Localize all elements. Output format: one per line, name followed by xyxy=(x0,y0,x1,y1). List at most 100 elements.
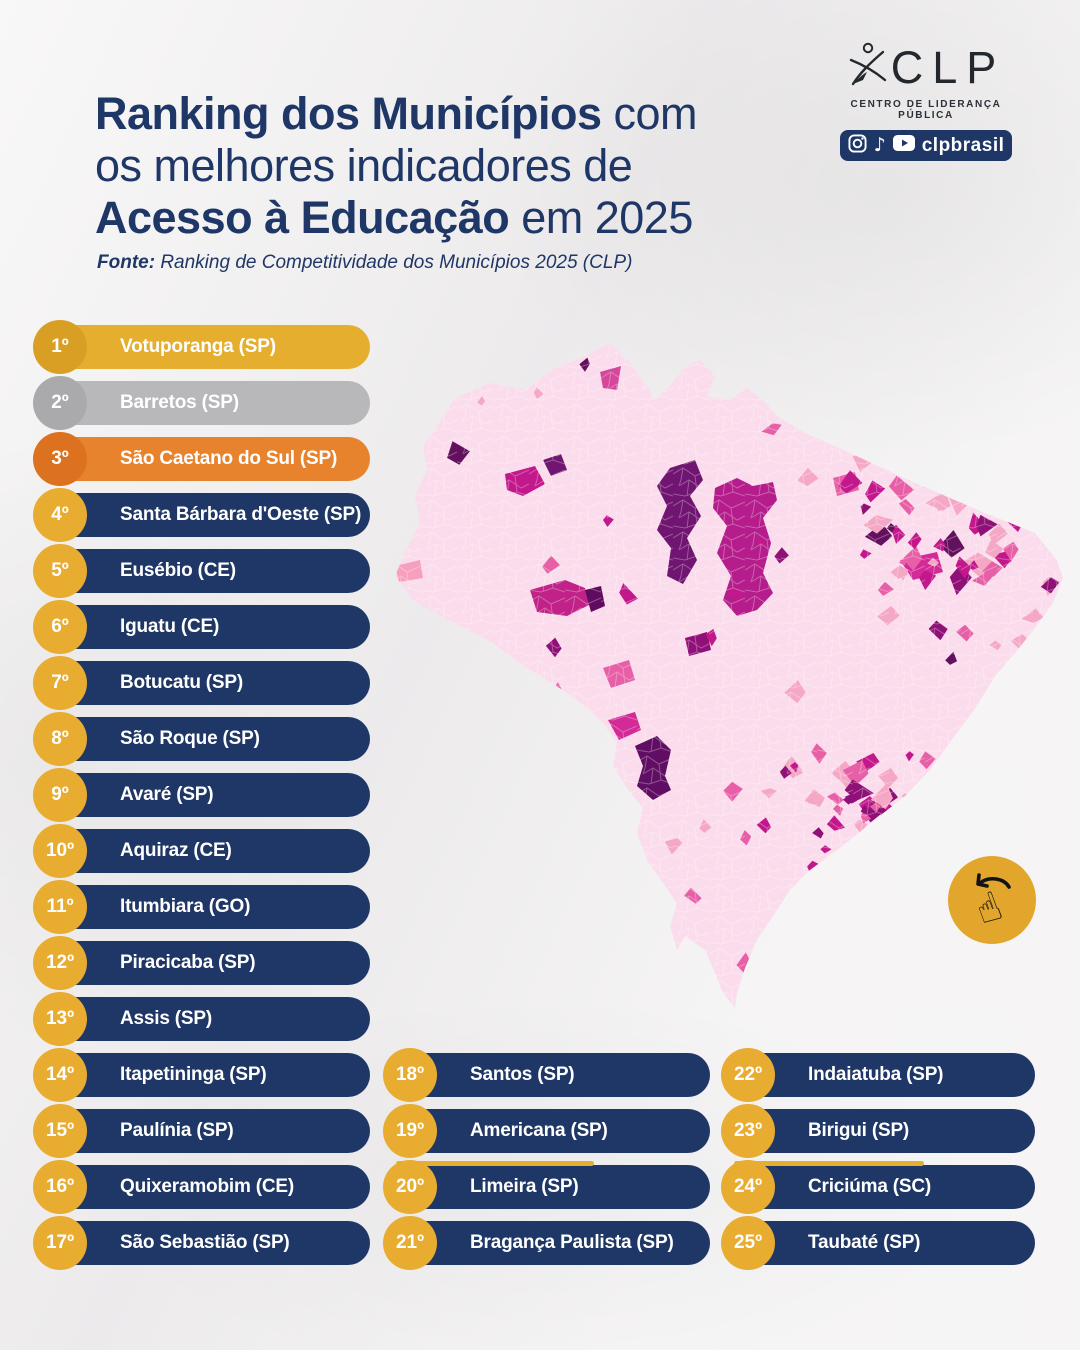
rank-badge: 9º xyxy=(33,768,87,822)
rank-position: 5º xyxy=(51,560,69,581)
rank-position: 19º xyxy=(395,1120,425,1141)
instagram-icon[interactable] xyxy=(848,133,867,158)
rank-position: 21º xyxy=(395,1232,425,1253)
rank-badge: 15º xyxy=(33,1104,87,1158)
ranking-item-8: 8º São Roque (SP) xyxy=(33,712,370,766)
title-line-1: Ranking dos Municípios com xyxy=(95,88,698,139)
municipality-name: Assis (SP) xyxy=(120,1008,212,1029)
rank-badge: 21º xyxy=(383,1216,437,1270)
municipality-name: Iguatu (CE) xyxy=(120,616,220,637)
municipality-name: Barretos (SP) xyxy=(120,392,239,413)
rank-badge: 5º xyxy=(33,544,87,598)
rank-position: 22º xyxy=(733,1064,763,1085)
rank-position: 1º xyxy=(51,336,69,357)
municipality-name: Aquiraz (CE) xyxy=(120,840,232,861)
rank-badge: 22º xyxy=(721,1048,775,1102)
page-title: Ranking dos Municípios com os melhores i… xyxy=(95,88,775,243)
youtube-icon[interactable] xyxy=(892,135,915,156)
source-note: Fonte: Ranking de Competitividade dos Mu… xyxy=(97,252,633,273)
ranking-column-2: 18º Santos (SP) 19º Americana (SP) 20º L… xyxy=(383,1048,710,1277)
rank-position: 10º xyxy=(45,840,75,861)
municipality-name: Itapetininga (SP) xyxy=(120,1064,267,1085)
municipality-name: Indaiatuba (SP) xyxy=(808,1064,944,1085)
rank-position: 20º xyxy=(395,1176,425,1197)
rank-position: 25º xyxy=(733,1232,763,1253)
ranking-item-10: 10º Aquiraz (CE) xyxy=(33,824,370,878)
social-handle-pill[interactable]: ♪ clpbrasil xyxy=(840,130,1012,161)
municipality-name: Santa Bárbara d'Oeste (SP) xyxy=(120,504,362,525)
ranking-item-9: 9º Avaré (SP) xyxy=(33,768,370,822)
rank-position: 13º xyxy=(45,1008,75,1029)
ranking-item-20: 20º Limeira (SP) xyxy=(383,1160,710,1214)
rank-position: 3º xyxy=(51,448,69,469)
municipality-name: Botucatu (SP) xyxy=(120,672,244,693)
municipality-name: Piracicaba (SP) xyxy=(120,952,256,973)
ranking-item-17: 17º São Sebastião (SP) xyxy=(33,1216,370,1270)
ranking-item-3: 3º São Caetano do Sul (SP) xyxy=(33,432,370,486)
rank-badge: 11º xyxy=(33,880,87,934)
swipe-hand-icon: ☝ xyxy=(970,873,1011,931)
rank-position: 2º xyxy=(51,392,69,413)
ranking-item-12: 12º Piracicaba (SP) xyxy=(33,936,370,990)
ranking-item-1: 1º Votuporanga (SP) xyxy=(33,320,370,374)
ranking-item-14: 14º Itapetininga (SP) xyxy=(33,1048,370,1102)
rank-badge: 16º xyxy=(33,1160,87,1214)
ranking-item-2: 2º Barretos (SP) xyxy=(33,376,370,430)
ranking-item-11: 11º Itumbiara (GO) xyxy=(33,880,370,934)
ranking-item-13: 13º Assis (SP) xyxy=(33,992,370,1046)
rank-badge: 12º xyxy=(33,936,87,990)
ranking-item-4: 4º Santa Bárbara d'Oeste (SP) xyxy=(33,488,370,542)
rank-position: 12º xyxy=(45,952,75,973)
ranking-item-22: 22º Indaiatuba (SP) xyxy=(721,1048,1035,1102)
rank-badge: 23º xyxy=(721,1104,775,1158)
rank-position: 15º xyxy=(45,1120,75,1141)
municipality-name: Birigui (SP) xyxy=(808,1120,910,1141)
ranking-item-5: 5º Eusébio (CE) xyxy=(33,544,370,598)
rank-position: 16º xyxy=(45,1176,75,1197)
municipality-name: Santos (SP) xyxy=(470,1064,575,1085)
rank-position: 23º xyxy=(733,1120,763,1141)
municipality-name: São Roque (SP) xyxy=(120,728,260,749)
rank-position: 24º xyxy=(733,1176,763,1197)
title-line-2: os melhores indicadores de xyxy=(95,139,633,191)
rank-badge: 1º xyxy=(33,320,87,374)
svg-text:☝: ☝ xyxy=(970,883,1009,931)
ranking-item-24: 24º Criciúma (SC) xyxy=(721,1160,1035,1214)
municipality-name: Itumbiara (GO) xyxy=(120,896,251,917)
ranking-item-25: 25º Taubaté (SP) xyxy=(721,1216,1035,1270)
ranking-item-21: 21º Bragança Paulista (SP) xyxy=(383,1216,710,1270)
rank-position: 17º xyxy=(45,1232,75,1253)
rank-position: 4º xyxy=(51,504,69,525)
rank-badge: 7º xyxy=(33,656,87,710)
rank-position: 18º xyxy=(395,1064,425,1085)
ranking-item-7: 7º Botucatu (SP) xyxy=(33,656,370,710)
clp-logo: CLP CENTRO DE LIDERANÇA PÚBLICA ♪ clpbra… xyxy=(832,40,1020,161)
rank-position: 9º xyxy=(51,784,69,805)
ranking-item-23: 23º Birigui (SP) xyxy=(721,1104,1035,1158)
rank-position: 14º xyxy=(45,1064,75,1085)
municipality-name: Americana (SP) xyxy=(470,1120,608,1141)
rank-badge: 25º xyxy=(721,1216,775,1270)
social-handle[interactable]: clpbrasil xyxy=(921,134,1005,156)
clp-figure-icon xyxy=(847,40,889,95)
municipality-name: Limeira (SP) xyxy=(470,1176,579,1197)
rank-position: 11º xyxy=(46,896,74,917)
tiktok-icon[interactable]: ♪ xyxy=(873,134,886,156)
ranking-item-16: 16º Quixeramobim (CE) xyxy=(33,1160,370,1214)
ranking-item-19: 19º Americana (SP) xyxy=(383,1104,710,1158)
rank-badge: 24º xyxy=(721,1160,775,1214)
ranking-item-6: 6º Iguatu (CE) xyxy=(33,600,370,654)
clp-subtitle: CENTRO DE LIDERANÇA PÚBLICA xyxy=(850,99,1002,121)
municipality-name: Taubaté (SP) xyxy=(808,1232,921,1253)
rank-badge: 6º xyxy=(33,600,87,654)
rank-badge: 10º xyxy=(33,824,87,878)
rank-badge: 18º xyxy=(383,1048,437,1102)
rank-badge: 13º xyxy=(33,992,87,1046)
municipality-name: Paulínia (SP) xyxy=(120,1120,234,1141)
municipality-name: Quixeramobim (CE) xyxy=(120,1176,294,1197)
rank-badge: 3º xyxy=(33,432,87,486)
ranking-column-3: 22º Indaiatuba (SP) 23º Birigui (SP) 24º… xyxy=(721,1048,1035,1277)
ranking-item-15: 15º Paulínia (SP) xyxy=(33,1104,370,1158)
title-line-3: Acesso à Educação em 2025 xyxy=(95,191,693,243)
brazil-choropleth-map xyxy=(395,343,1063,1008)
